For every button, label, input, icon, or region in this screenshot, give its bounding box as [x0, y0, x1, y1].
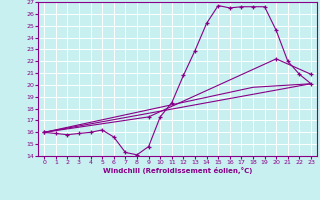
X-axis label: Windchill (Refroidissement éolien,°C): Windchill (Refroidissement éolien,°C) [103, 167, 252, 174]
